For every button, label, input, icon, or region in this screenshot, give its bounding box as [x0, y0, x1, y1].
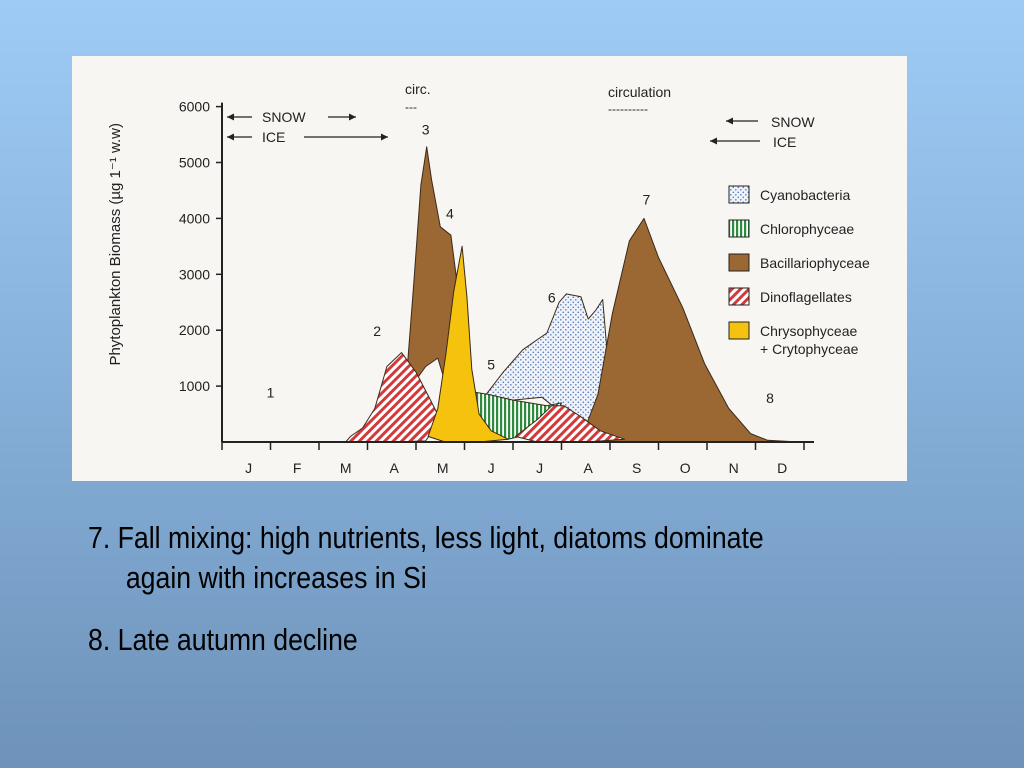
series-cyanobacteria-0	[483, 293, 611, 435]
y-tick-label: 1000	[179, 378, 210, 394]
stage-label-6: 6	[548, 289, 556, 305]
stage-label-7: 7	[642, 191, 650, 207]
bullet-fall-mixing: 7. Fall mixing: high nutrients, less lig…	[88, 518, 828, 598]
legend-label-4: Chrysophyceae	[760, 323, 857, 339]
x-tick-label: J	[536, 460, 543, 476]
annotation-ice-left: ICE	[262, 129, 285, 145]
annotation-circ: circ.	[405, 81, 431, 97]
ice-left-arrow-back-head	[227, 133, 234, 141]
x-tick-label: M	[437, 460, 449, 476]
stage-label-4: 4	[446, 205, 454, 221]
snow-left-arrow-fwd-head	[349, 113, 356, 121]
x-tick-label: D	[777, 460, 787, 476]
y-tick-label: 6000	[179, 99, 210, 115]
snow-left-arrow-back-head	[227, 113, 234, 121]
stage-label-1: 1	[267, 384, 275, 400]
annotation-circulation: circulation	[608, 84, 671, 100]
x-tick-label: F	[293, 460, 302, 476]
annotation-circ-dash: ---	[405, 100, 417, 114]
legend-label-3: Dinoflagellates	[760, 289, 852, 305]
bullet-fall-mixing-line2: again with increases in Si	[125, 560, 427, 595]
bullet-late-autumn: 8. Late autumn decline	[88, 622, 358, 657]
legend-label-2: Bacillariophyceae	[760, 255, 870, 271]
legend-swatch-1	[728, 219, 750, 238]
bullet-fall-mixing-line1: 7. Fall mixing: high nutrients, less lig…	[88, 520, 764, 555]
x-tick-label: J	[245, 460, 252, 476]
x-tick-label: O	[680, 460, 691, 476]
x-tick-label: A	[390, 460, 400, 476]
legend-swatch-0	[728, 185, 750, 204]
y-tick-label: 4000	[179, 210, 210, 226]
legend-swatch-2	[728, 253, 750, 272]
annotation-circulation-dash: ----------	[608, 102, 648, 116]
y-tick-label: 2000	[179, 322, 210, 338]
x-tick-label: J	[488, 460, 495, 476]
x-tick-label: S	[632, 460, 641, 476]
stage-label-8: 8	[766, 390, 774, 406]
legend-label-0: Cyanobacteria	[760, 187, 850, 203]
x-tick-label: A	[584, 460, 594, 476]
stage-label-3: 3	[422, 122, 430, 138]
legend-label-4-line2: + Crytophyceae	[760, 341, 859, 357]
figure-panel: 1000 2000 3000 4000 5000 6000 J F M A M J J A S O N D Phyt…	[72, 56, 907, 481]
annotation-ice-right: ICE	[773, 134, 796, 150]
legend-swatch-3	[728, 287, 750, 306]
y-axis-label: Phytoplankton Biomass (µg 1⁻¹ w.w)	[107, 123, 124, 365]
annotation-snow-left: SNOW	[262, 109, 306, 125]
legend-label-1: Chlorophyceae	[760, 221, 854, 237]
stage-label-2: 2	[373, 323, 381, 339]
ice-right-arrow-head	[710, 137, 717, 145]
y-tick-label: 5000	[179, 155, 210, 171]
stage-label-5: 5	[487, 356, 495, 372]
legend-swatch-4	[728, 321, 750, 340]
annotation-snow-right: SNOW	[771, 114, 815, 130]
snow-right-arrow-head	[726, 117, 733, 125]
y-tick-label: 3000	[179, 266, 210, 282]
x-tick-label: M	[340, 460, 352, 476]
x-tick-label: N	[729, 460, 739, 476]
phytoplankton-chart: 1000 2000 3000 4000 5000 6000 J F M A M J J A S O N D Phyt…	[107, 81, 870, 476]
ice-left-arrow-fwd-head	[381, 133, 388, 141]
